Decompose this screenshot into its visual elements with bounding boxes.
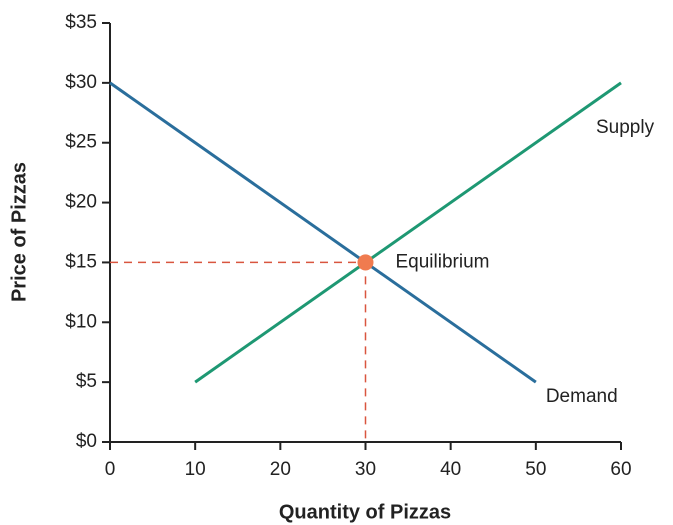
series-line [194,81,622,384]
y-tick-label: $25 [65,132,97,153]
series-line [109,81,537,384]
x-tick-label: 20 [270,459,291,480]
x-tick-label: 30 [355,459,376,480]
x-tick-label: 10 [185,459,206,480]
y-tick-label: $10 [65,311,97,332]
y-tick-label: $15 [65,251,97,272]
equilibrium-label: Equilibrium [396,251,490,272]
series-label: Supply [596,117,655,138]
x-axis-title: Quantity of Pizzas [279,501,451,523]
x-tick-label: 40 [440,459,461,480]
x-tick-label: 0 [105,459,116,480]
y-tick-label: $30 [65,72,97,93]
series-label: Demand [546,386,618,407]
x-tick-label: 50 [525,459,546,480]
y-axis-title: Price of Pizzas [8,162,30,302]
y-tick-label: $5 [76,371,97,392]
y-tick-label: $0 [76,431,97,452]
y-tick-label: $35 [65,12,97,33]
equilibrium-point [357,254,374,271]
x-tick-label: 60 [610,459,631,480]
y-tick-label: $20 [65,192,97,213]
